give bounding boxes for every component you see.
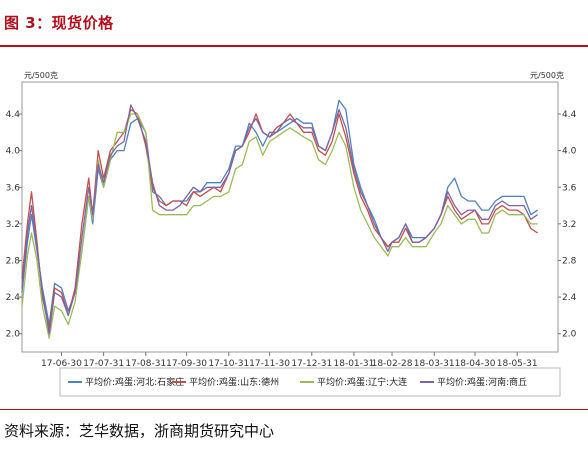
- title-rule: [0, 45, 588, 47]
- x-tick-label: 18-03-31: [414, 359, 455, 369]
- y-tick-label-right: 4.0: [562, 147, 577, 157]
- y-tick-label-left: 2.8: [6, 256, 21, 266]
- x-tick-label: 17-10-31: [208, 359, 249, 369]
- x-tick-label: 17-08-31: [125, 359, 166, 369]
- y-tick-label-right: 2.0: [562, 330, 577, 340]
- y-tick-label-right: 3.2: [562, 220, 576, 230]
- y-tick-label-right: 2.8: [562, 256, 577, 266]
- chart-title: 图 3：现货价格: [4, 14, 114, 32]
- plot-frame: [21, 81, 559, 353]
- y-tick-label-left: 2.0: [6, 330, 21, 340]
- y-axis-ticks: 2.0 2.0 2.4 2.4 2.8 2.8 3.2 3.2 3.6 3.6 4.0 4.0 4.4 4…: [6, 110, 577, 340]
- y-tick-label-left: 4.4: [6, 110, 21, 120]
- x-tick-label: 17-09-30: [166, 359, 207, 369]
- x-tick-label: 18-05-31: [497, 359, 538, 369]
- legend-label: 平均价:鸡蛋:河北:石家庄: [85, 376, 184, 388]
- source-note: 资料来源：芝华数据，浙商期货研究中心: [4, 422, 275, 440]
- x-axis-ticks: 17-06-30 17-07-31 17-08-31 17-09-30 17-10-31…: [41, 352, 538, 369]
- x-tick-label: 18-01-31: [334, 359, 375, 369]
- y-tick-label-right: 3.6: [562, 183, 577, 193]
- y-tick-label-right: 2.4: [562, 293, 577, 303]
- x-tick-label: 17-11-30: [249, 359, 290, 369]
- x-tick-label: 17-06-30: [41, 359, 82, 369]
- series-lines: [21, 99, 538, 339]
- legend-label: 平均价:鸡蛋:辽宁:大连: [317, 376, 407, 388]
- y-unit-right: 元/500克: [530, 71, 564, 80]
- footer-rule: [0, 409, 588, 410]
- x-tick-label: 17-07-31: [83, 359, 124, 369]
- chart-container: 元/500克 元/500克 2.0 2.0 2.4 2.4 2.8 2.8 3.2 3.2 3.…: [0, 60, 588, 404]
- legend: 平均价:鸡蛋:河北:石家庄 平均价:鸡蛋:山东:德州 平均价:鸡蛋:辽宁:大连 平均价…: [68, 376, 527, 388]
- y-unit-left: 元/500克: [24, 71, 58, 80]
- y-tick-label-left: 3.6: [6, 183, 21, 193]
- y-tick-label-left: 3.2: [6, 220, 20, 230]
- series-line: [21, 108, 538, 330]
- y-tick-label-right: 4.4: [562, 110, 577, 120]
- x-tick-label: 18-02-28: [372, 359, 413, 369]
- line-chart: 元/500克 元/500克 2.0 2.0 2.4 2.4 2.8 2.8 3.2 3.2 3.…: [6, 71, 577, 397]
- x-tick-label: 17-12-31: [291, 359, 332, 369]
- series-line: [21, 104, 538, 335]
- x-tick-label: 18-04-30: [455, 359, 496, 369]
- legend-frame: [59, 367, 561, 397]
- legend-label: 平均价:鸡蛋:河南:商丘: [437, 376, 527, 388]
- y-tick-label-left: 2.4: [6, 293, 21, 303]
- legend-label: 平均价:鸡蛋:山东:德州: [189, 376, 279, 388]
- y-tick-label-left: 4.0: [6, 147, 21, 157]
